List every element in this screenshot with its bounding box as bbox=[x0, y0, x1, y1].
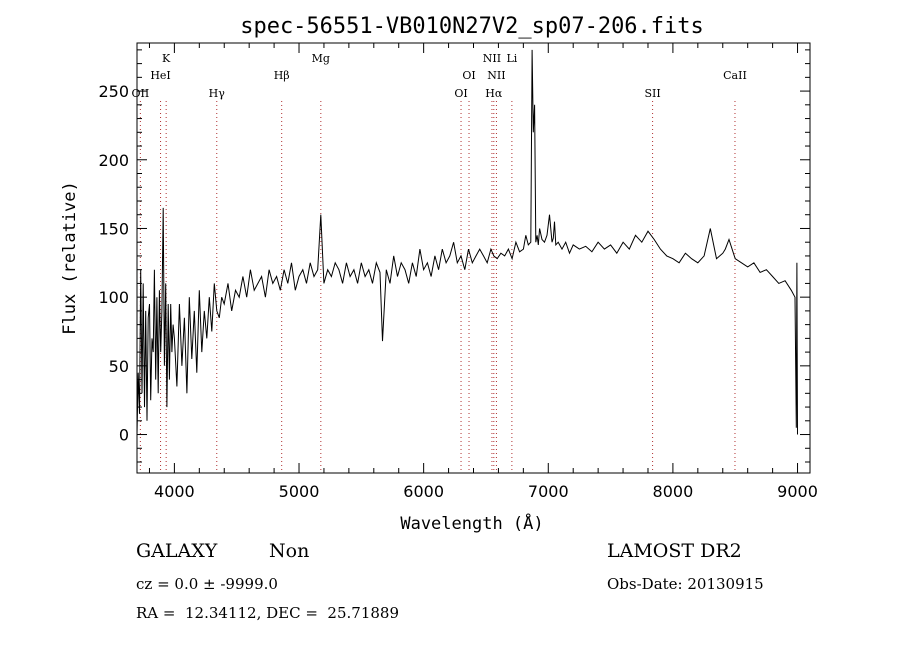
y-tick-label: 150 bbox=[98, 219, 129, 238]
y-tick-label: 50 bbox=[109, 357, 129, 376]
spectrum-line bbox=[136, 49, 798, 435]
marker-label-8: NII bbox=[483, 52, 501, 65]
marker-label-3: Hγ bbox=[209, 87, 226, 100]
marker-label-2: HeI bbox=[150, 69, 170, 82]
marker-label-7: OI bbox=[462, 69, 475, 82]
marker-label-12: SII bbox=[644, 87, 660, 100]
axis-ticks: 4000 5000 6000 7000 8000 9000 0 50 100 150 200 250 bbox=[98, 43, 818, 501]
marker-label-5: Mg bbox=[312, 52, 330, 65]
x-tick-label: 9000 bbox=[777, 482, 818, 501]
x-tick-label: 7000 bbox=[528, 482, 569, 501]
marker-label-10: Hα bbox=[485, 87, 503, 100]
marker-label-13: CaII bbox=[723, 69, 747, 82]
x-tick-label: 5000 bbox=[279, 482, 320, 501]
marker-label-11: Li bbox=[506, 52, 517, 65]
object-subclass: Non bbox=[269, 540, 310, 562]
marker-label-0: OII bbox=[132, 87, 150, 100]
redshift-text: cz = 0.0 ± -9999.0 bbox=[136, 575, 278, 593]
y-axis-label: Flux (relative) bbox=[60, 181, 80, 335]
coordinates-text: RA = 12.34112, DEC = 25.71889 bbox=[136, 604, 400, 622]
marker-label-9: NII bbox=[487, 69, 505, 82]
chart-title: spec-56551-VB010N27V2_sp07-206.fits bbox=[240, 14, 704, 39]
y-tick-label: 250 bbox=[98, 82, 129, 101]
x-tick-label: 6000 bbox=[403, 482, 444, 501]
marker-label-6: OI bbox=[454, 87, 467, 100]
object-class: GALAXY bbox=[136, 540, 218, 562]
line-markers: OII K HeI Hγ Hβ Mg OI OI NII NII Hα Li SII CaII bbox=[132, 52, 747, 473]
x-tick-label: 8000 bbox=[653, 482, 694, 501]
obs-date-text: Obs-Date: 20130915 bbox=[607, 575, 764, 593]
x-tick-label: 4000 bbox=[154, 482, 195, 501]
plot-frame bbox=[136, 42, 811, 474]
x-axis-label: Wavelength (Å) bbox=[400, 512, 543, 534]
y-tick-label: 0 bbox=[119, 426, 129, 445]
y-tick-label: 100 bbox=[98, 288, 129, 307]
survey-name: LAMOST DR2 bbox=[607, 540, 742, 562]
marker-label-4: Hβ bbox=[274, 69, 290, 82]
y-tick-label: 200 bbox=[98, 151, 129, 170]
marker-label-1: K bbox=[162, 52, 171, 65]
